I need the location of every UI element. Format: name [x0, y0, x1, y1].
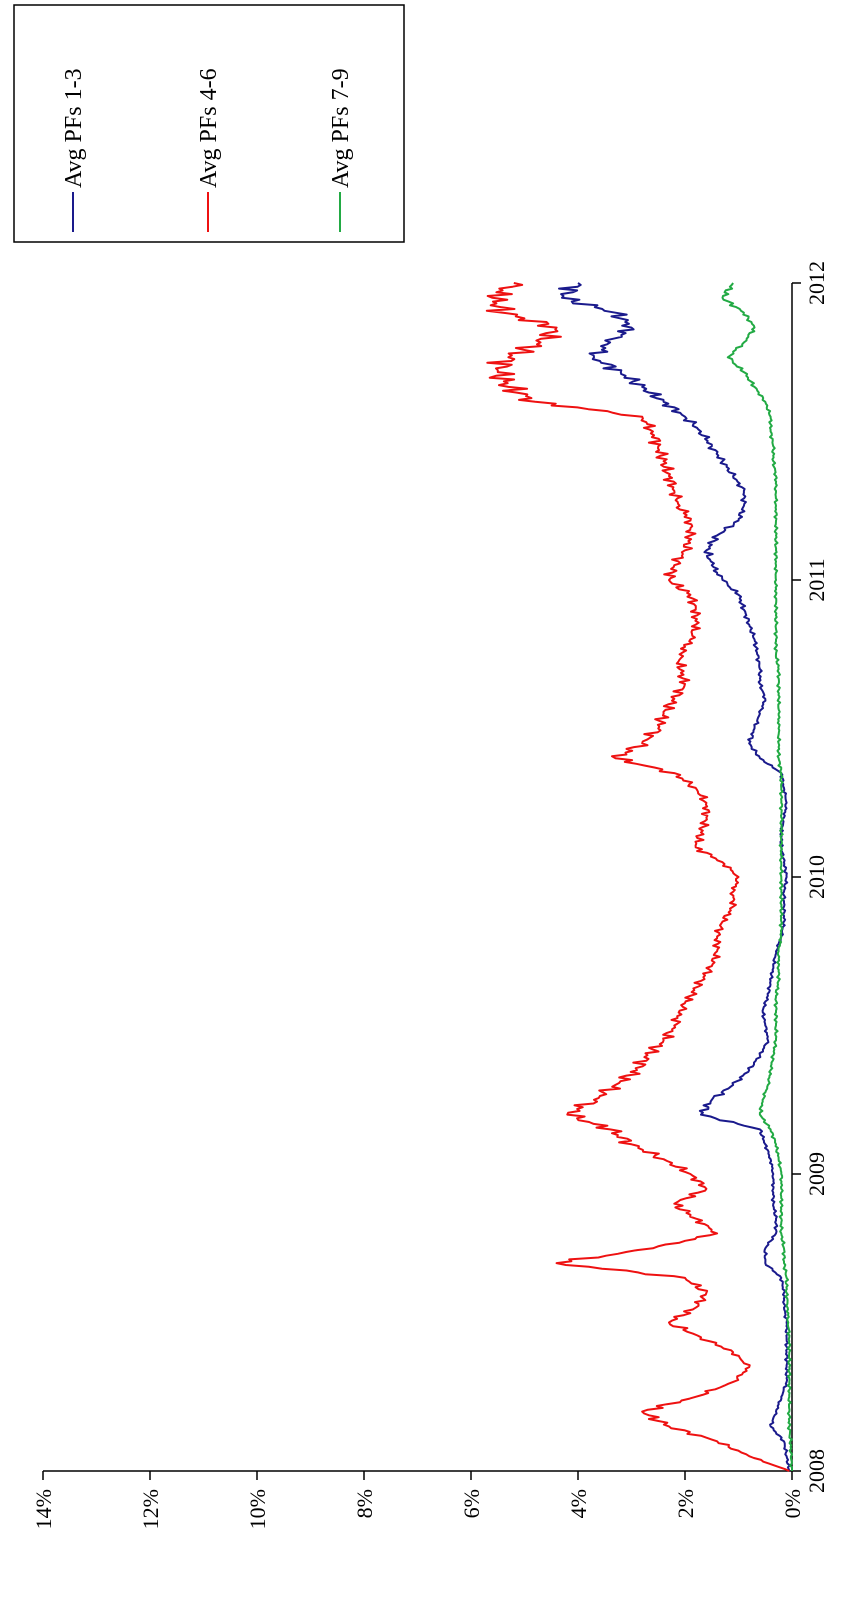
value-tick-label: 2% — [673, 1489, 698, 1518]
time-tick-label: 2010 — [804, 855, 829, 899]
value-tick-label: 10% — [245, 1489, 270, 1529]
series-layer — [485, 282, 793, 1472]
time-tick-label: 2011 — [804, 558, 829, 601]
series-line-2 — [485, 282, 790, 1472]
legend-label: Avg PFs 4-6 — [196, 68, 222, 188]
value-tick-label: 12% — [138, 1489, 163, 1529]
value-tick-label: 4% — [566, 1489, 591, 1518]
series-line-1 — [558, 282, 791, 1472]
value-tick-label: 14% — [31, 1489, 56, 1529]
legend-label: Avg PFs 7-9 — [328, 68, 354, 188]
legend: Avg PFs 1-3 Avg PFs 4-6 Avg PFs 7-9 — [13, 4, 405, 243]
chart-axes: 0% 2% 4% 6% 8% 10% 12% 14% 2008 2009 2010 2011 2012 — [31, 261, 829, 1529]
time-tick-label: 2012 — [804, 261, 829, 305]
value-tick-label: 8% — [352, 1489, 377, 1518]
value-tick-label: 6% — [459, 1489, 484, 1518]
legend-label: Avg PFs 1-3 — [61, 68, 87, 188]
time-tick-label: 2008 — [804, 1449, 829, 1493]
series-line-3 — [721, 282, 793, 1471]
time-tick-label: 2009 — [804, 1152, 829, 1196]
value-tick-label: 0% — [780, 1489, 805, 1518]
